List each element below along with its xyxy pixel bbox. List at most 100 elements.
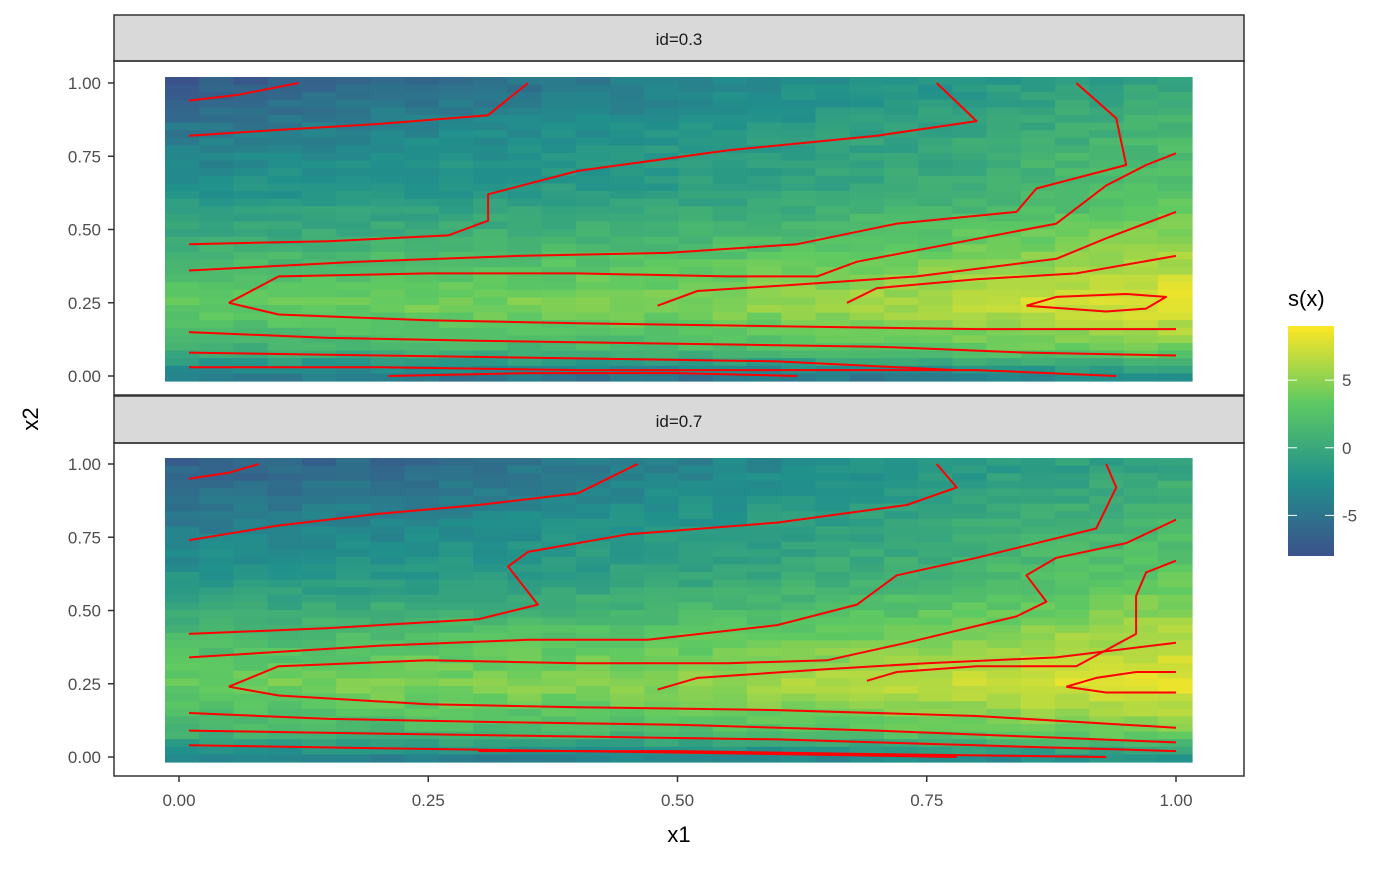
heat-tile	[1020, 625, 1056, 634]
heat-tile	[610, 137, 645, 146]
heat-tile	[301, 282, 337, 291]
heat-tile	[301, 480, 337, 489]
heat-tile	[986, 496, 1022, 505]
heat-tile	[165, 549, 200, 558]
heat-tile	[1123, 213, 1159, 222]
heat-tile	[1020, 274, 1056, 283]
heat-tile	[746, 327, 782, 336]
heat-tile	[1055, 320, 1090, 329]
heat-tile	[918, 701, 953, 710]
heat-tile	[507, 282, 543, 291]
heat-tile	[370, 670, 406, 679]
heat-tile	[883, 312, 919, 321]
heat-tile	[575, 602, 611, 611]
heat-tile	[918, 77, 953, 86]
heat-tile	[986, 465, 1022, 474]
heat-tile	[404, 183, 440, 192]
heat-tile	[1020, 335, 1056, 344]
heat-tile	[952, 617, 988, 626]
heat-tile	[267, 503, 303, 512]
heat-tile	[986, 358, 1022, 367]
heat-tile	[1020, 107, 1056, 116]
heat-tile	[986, 587, 1022, 596]
heat-tile	[301, 221, 337, 230]
heat-tile	[473, 617, 508, 626]
heat-tile	[781, 632, 817, 641]
heat-tile	[610, 289, 645, 298]
heat-tile	[781, 244, 817, 253]
heat-tile	[781, 708, 817, 717]
heat-tile	[849, 206, 885, 215]
heat-tile	[301, 640, 337, 649]
heat-tile	[1089, 175, 1125, 184]
heat-tile	[1157, 358, 1193, 367]
heat-tile	[746, 610, 782, 619]
heat-tile	[541, 115, 577, 124]
heat-tile	[952, 678, 988, 687]
heat-tile	[1089, 746, 1125, 755]
heat-tile	[883, 602, 919, 611]
heat-tile	[199, 480, 235, 489]
heat-tile	[301, 731, 337, 740]
y-tick-label: 1.00	[68, 74, 101, 93]
heat-tile	[712, 221, 748, 230]
heat-tile	[267, 130, 303, 139]
heat-tile	[746, 84, 782, 93]
heat-tile	[267, 107, 303, 116]
heat-tile	[610, 343, 645, 352]
heat-tile	[644, 754, 680, 763]
heat-tile	[541, 480, 577, 489]
heat-tile	[1123, 191, 1159, 200]
heat-tile	[712, 274, 748, 283]
heat-tile	[438, 115, 474, 124]
heat-tile	[267, 670, 303, 679]
heat-tile	[1157, 244, 1193, 253]
heat-tile	[199, 640, 235, 649]
heat-tile	[952, 320, 988, 329]
heat-tile	[849, 503, 885, 512]
heat-tile	[1089, 632, 1125, 641]
heat-tile	[438, 274, 474, 283]
heat-tile	[438, 518, 474, 527]
heat-tile	[404, 251, 440, 260]
heat-tile	[507, 511, 543, 520]
heat-tile	[336, 678, 371, 687]
heat-tile	[404, 739, 440, 748]
heat-tile	[438, 678, 474, 687]
heat-tile	[301, 549, 337, 558]
heat-tile	[541, 534, 577, 543]
heat-tile	[986, 145, 1022, 154]
heat-tile	[473, 739, 508, 748]
heat-tile	[1089, 564, 1125, 573]
heat-tile	[918, 610, 953, 619]
heat-tile	[301, 107, 337, 116]
heat-tile	[918, 183, 953, 192]
heat-tile	[404, 648, 440, 657]
heat-tile	[1020, 473, 1056, 482]
heat-tile	[267, 244, 303, 253]
heat-tile	[678, 610, 714, 619]
heat-tile	[781, 335, 817, 344]
heat-tile	[473, 754, 508, 763]
heat-tile	[712, 206, 748, 215]
heat-tile	[438, 107, 474, 116]
heat-tile	[712, 488, 748, 497]
heat-tile	[918, 731, 953, 740]
heat-tile	[815, 297, 851, 306]
heat-tile	[370, 320, 406, 329]
heat-tile	[199, 655, 235, 664]
heat-tile	[267, 488, 303, 497]
heat-tile	[438, 297, 474, 306]
heat-tile	[1123, 541, 1159, 550]
heat-tile	[1089, 625, 1125, 634]
heat-tile	[267, 198, 303, 207]
heat-tile	[165, 350, 200, 359]
heat-tile	[712, 678, 748, 687]
heat-tile	[610, 488, 645, 497]
heat-tile	[473, 496, 508, 505]
heat-tile	[678, 632, 714, 641]
contour-line	[228, 301, 1176, 331]
heat-tile	[404, 579, 440, 588]
heat-tile	[199, 686, 235, 695]
heat-tile	[610, 594, 645, 603]
